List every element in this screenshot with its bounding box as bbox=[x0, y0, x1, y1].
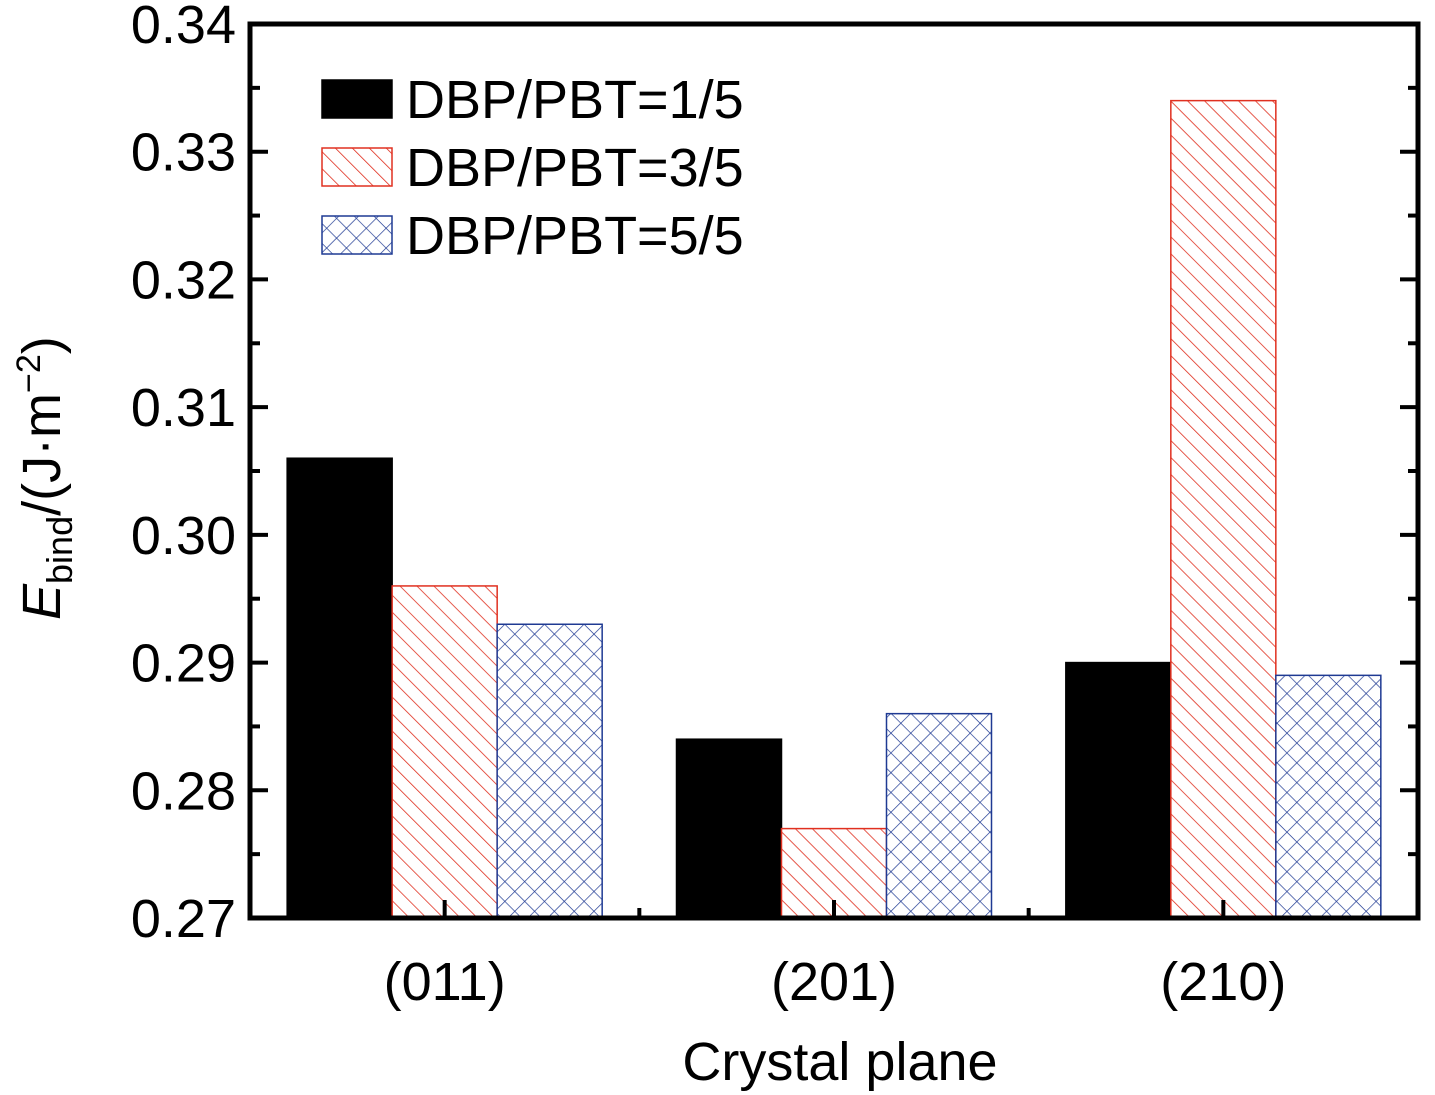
legend-label-3: DBP/PBT=5/5 bbox=[406, 206, 744, 266]
legend: DBP/PBT=1/5 DBP/PBT=3/5 DBP/PBT=5/5 bbox=[321, 70, 744, 266]
y-tick-label: 0.30 bbox=[131, 506, 236, 566]
y-axis-unit: /(J·m bbox=[12, 393, 72, 516]
x-tick-label: (210) bbox=[1160, 952, 1286, 1012]
y-tick-label: 0.28 bbox=[131, 761, 236, 821]
x-tick-label: (011) bbox=[384, 952, 506, 1012]
y-tick-label: 0.29 bbox=[131, 634, 236, 694]
legend-swatch-3 bbox=[321, 215, 393, 255]
bar-201-series-3 bbox=[885, 712, 993, 919]
y-axis-subscript: bind bbox=[39, 516, 80, 584]
y-axis-symbol: E bbox=[12, 583, 72, 620]
y-axis-unit-close: ) bbox=[12, 336, 72, 354]
y-axis-unit-exponent: −2 bbox=[10, 354, 48, 393]
bar-011-series-1 bbox=[286, 457, 393, 919]
x-axis: (011) (201) (210) bbox=[384, 900, 1286, 1012]
bars-layer bbox=[286, 99, 1382, 919]
bar-210-series-3 bbox=[1275, 674, 1382, 919]
bar-210-series-2 bbox=[1170, 99, 1277, 919]
y-tick-label: 0.32 bbox=[131, 250, 236, 310]
y-tick-label: 0.34 bbox=[131, 0, 236, 55]
y-axis: 0.27 0.28 0.29 0.30 0.31 0.32 0.33 0.34 bbox=[131, 0, 1418, 949]
x-axis-title: Crystal plane bbox=[682, 1032, 997, 1092]
bar-011-series-3 bbox=[496, 623, 603, 919]
legend-swatch-2 bbox=[321, 147, 393, 187]
bar-210-series-1 bbox=[1065, 661, 1172, 919]
y-axis-title: Ebind/(J·m−2) bbox=[10, 336, 80, 620]
legend-label-2: DBP/PBT=3/5 bbox=[406, 138, 744, 198]
legend-label-1: DBP/PBT=1/5 bbox=[406, 70, 744, 130]
x-tick-label: (201) bbox=[771, 952, 897, 1012]
bar-201-series-1 bbox=[675, 738, 783, 919]
legend-swatch-1 bbox=[321, 79, 393, 119]
y-tick-label: 0.31 bbox=[131, 378, 236, 438]
y-tick-label: 0.33 bbox=[131, 123, 236, 183]
bar-011-series-2 bbox=[391, 585, 498, 919]
y-tick-label: 0.27 bbox=[131, 889, 236, 949]
